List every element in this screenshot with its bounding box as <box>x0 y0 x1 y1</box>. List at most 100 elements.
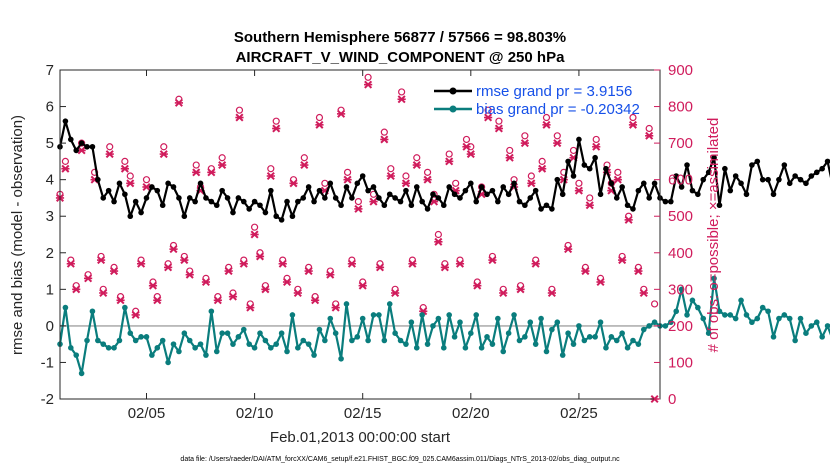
obs-assimilated-marker <box>618 256 627 265</box>
rmse-point <box>397 198 404 205</box>
bias-point <box>419 312 425 318</box>
rmse-point <box>127 213 134 220</box>
rmse-point <box>408 202 415 209</box>
bias-point <box>808 323 815 329</box>
bias-point <box>727 312 734 318</box>
rmse-point <box>300 195 307 201</box>
obs-assimilated-marker <box>354 204 363 213</box>
y-right-tick-label: 700 <box>668 135 693 152</box>
obs-possible-marker <box>629 113 637 122</box>
bias-point <box>343 301 350 307</box>
obs-possible-marker <box>553 132 561 140</box>
obs-assimilated-marker <box>185 270 194 279</box>
obs-assimilated-marker <box>164 263 173 272</box>
bias-point <box>700 315 707 322</box>
bias-point <box>770 334 777 340</box>
bias-point <box>408 319 415 326</box>
obs-assimilated-marker <box>412 161 421 170</box>
bias-point <box>597 319 604 326</box>
rmse-point <box>289 213 296 220</box>
obs-assimilated-marker <box>250 230 259 239</box>
rmse-point <box>522 202 528 209</box>
obs-assimilated-marker <box>369 197 378 206</box>
bias-point <box>268 345 274 351</box>
rmse-point <box>732 173 739 179</box>
y-left-tick-label: 3 <box>46 208 54 225</box>
bias-point <box>154 345 161 351</box>
obs-assimilated-marker <box>326 270 335 279</box>
obs-possible-marker <box>267 165 275 173</box>
obs-possible-marker <box>575 179 583 187</box>
obs-assimilated-marker <box>282 278 292 287</box>
bias-point <box>322 337 328 344</box>
obs-assimilated-marker <box>300 161 309 170</box>
rmse-point <box>316 187 323 194</box>
obs-assimilated-marker <box>613 175 622 184</box>
obs-assimilated-marker <box>531 259 540 268</box>
bias-point <box>413 345 420 351</box>
bias-point <box>435 315 442 322</box>
bias-point <box>84 337 90 344</box>
bias-point <box>651 319 658 326</box>
bias-point <box>219 330 225 337</box>
bias-point <box>646 323 652 329</box>
y-left-tick-label: 1 <box>46 281 54 298</box>
y-right-tick-label: 800 <box>668 99 693 116</box>
bias-point <box>338 355 344 362</box>
y-axis-left-ticks: -2 -1 0 1 2 3 4 5 6 7 <box>41 62 66 408</box>
rmse-point <box>446 184 452 190</box>
rmse-point <box>370 184 377 190</box>
obs-possible-marker <box>527 172 535 180</box>
rmse-point <box>619 184 625 190</box>
bias-point <box>473 312 480 318</box>
obs-assimilated-marker <box>105 150 114 159</box>
rmse-point <box>359 173 366 179</box>
obs-assimilated-marker <box>527 179 536 188</box>
legend-bias-marker <box>449 105 457 113</box>
rmse-point <box>754 158 761 165</box>
obs-assimilated-marker <box>455 259 465 268</box>
obs-assimilated-marker <box>213 296 222 305</box>
y-right-tick-label: 400 <box>668 245 693 262</box>
bias-point <box>403 341 409 347</box>
obs-possible-marker <box>364 73 372 81</box>
bias-point <box>532 341 539 347</box>
rmse-point <box>95 176 101 183</box>
rmse-point <box>554 176 561 183</box>
bias-point <box>613 337 620 344</box>
rmse-point <box>457 195 463 201</box>
rmse-point <box>219 187 225 194</box>
bias-point <box>711 275 717 282</box>
rmse-point <box>62 118 69 124</box>
obs-assimilated-marker <box>96 256 106 265</box>
bias-point <box>722 312 728 318</box>
obs-possible-marker <box>142 176 151 184</box>
rmse-point <box>246 206 252 212</box>
rmse-point <box>305 184 312 190</box>
rmse-point <box>592 154 598 161</box>
rmse-series-layer <box>57 118 830 223</box>
rmse-point <box>78 140 85 146</box>
bias-point <box>424 341 431 347</box>
bias-point <box>630 337 636 344</box>
bias-point <box>797 315 804 322</box>
obs-possible-marker <box>61 157 70 165</box>
rmse-point <box>484 191 490 198</box>
obs-possible-marker <box>272 117 280 125</box>
obs-assimilated-marker <box>408 259 417 268</box>
bias-point <box>678 286 685 293</box>
obs-possible-marker <box>521 132 529 140</box>
rmse-point <box>381 202 388 209</box>
bias-point <box>105 345 112 351</box>
x-tick-label: 02/25 <box>560 405 598 422</box>
rmse-point <box>532 187 539 194</box>
rmse-point <box>727 187 734 194</box>
bias-point <box>170 341 177 347</box>
bias-point <box>62 304 69 311</box>
bias-point <box>765 308 771 315</box>
bias-point <box>370 312 377 318</box>
rmse-point <box>116 180 123 187</box>
bias-point <box>78 370 85 377</box>
obs-assimilated-marker <box>391 288 400 297</box>
obs-assimilated-marker <box>153 296 162 305</box>
